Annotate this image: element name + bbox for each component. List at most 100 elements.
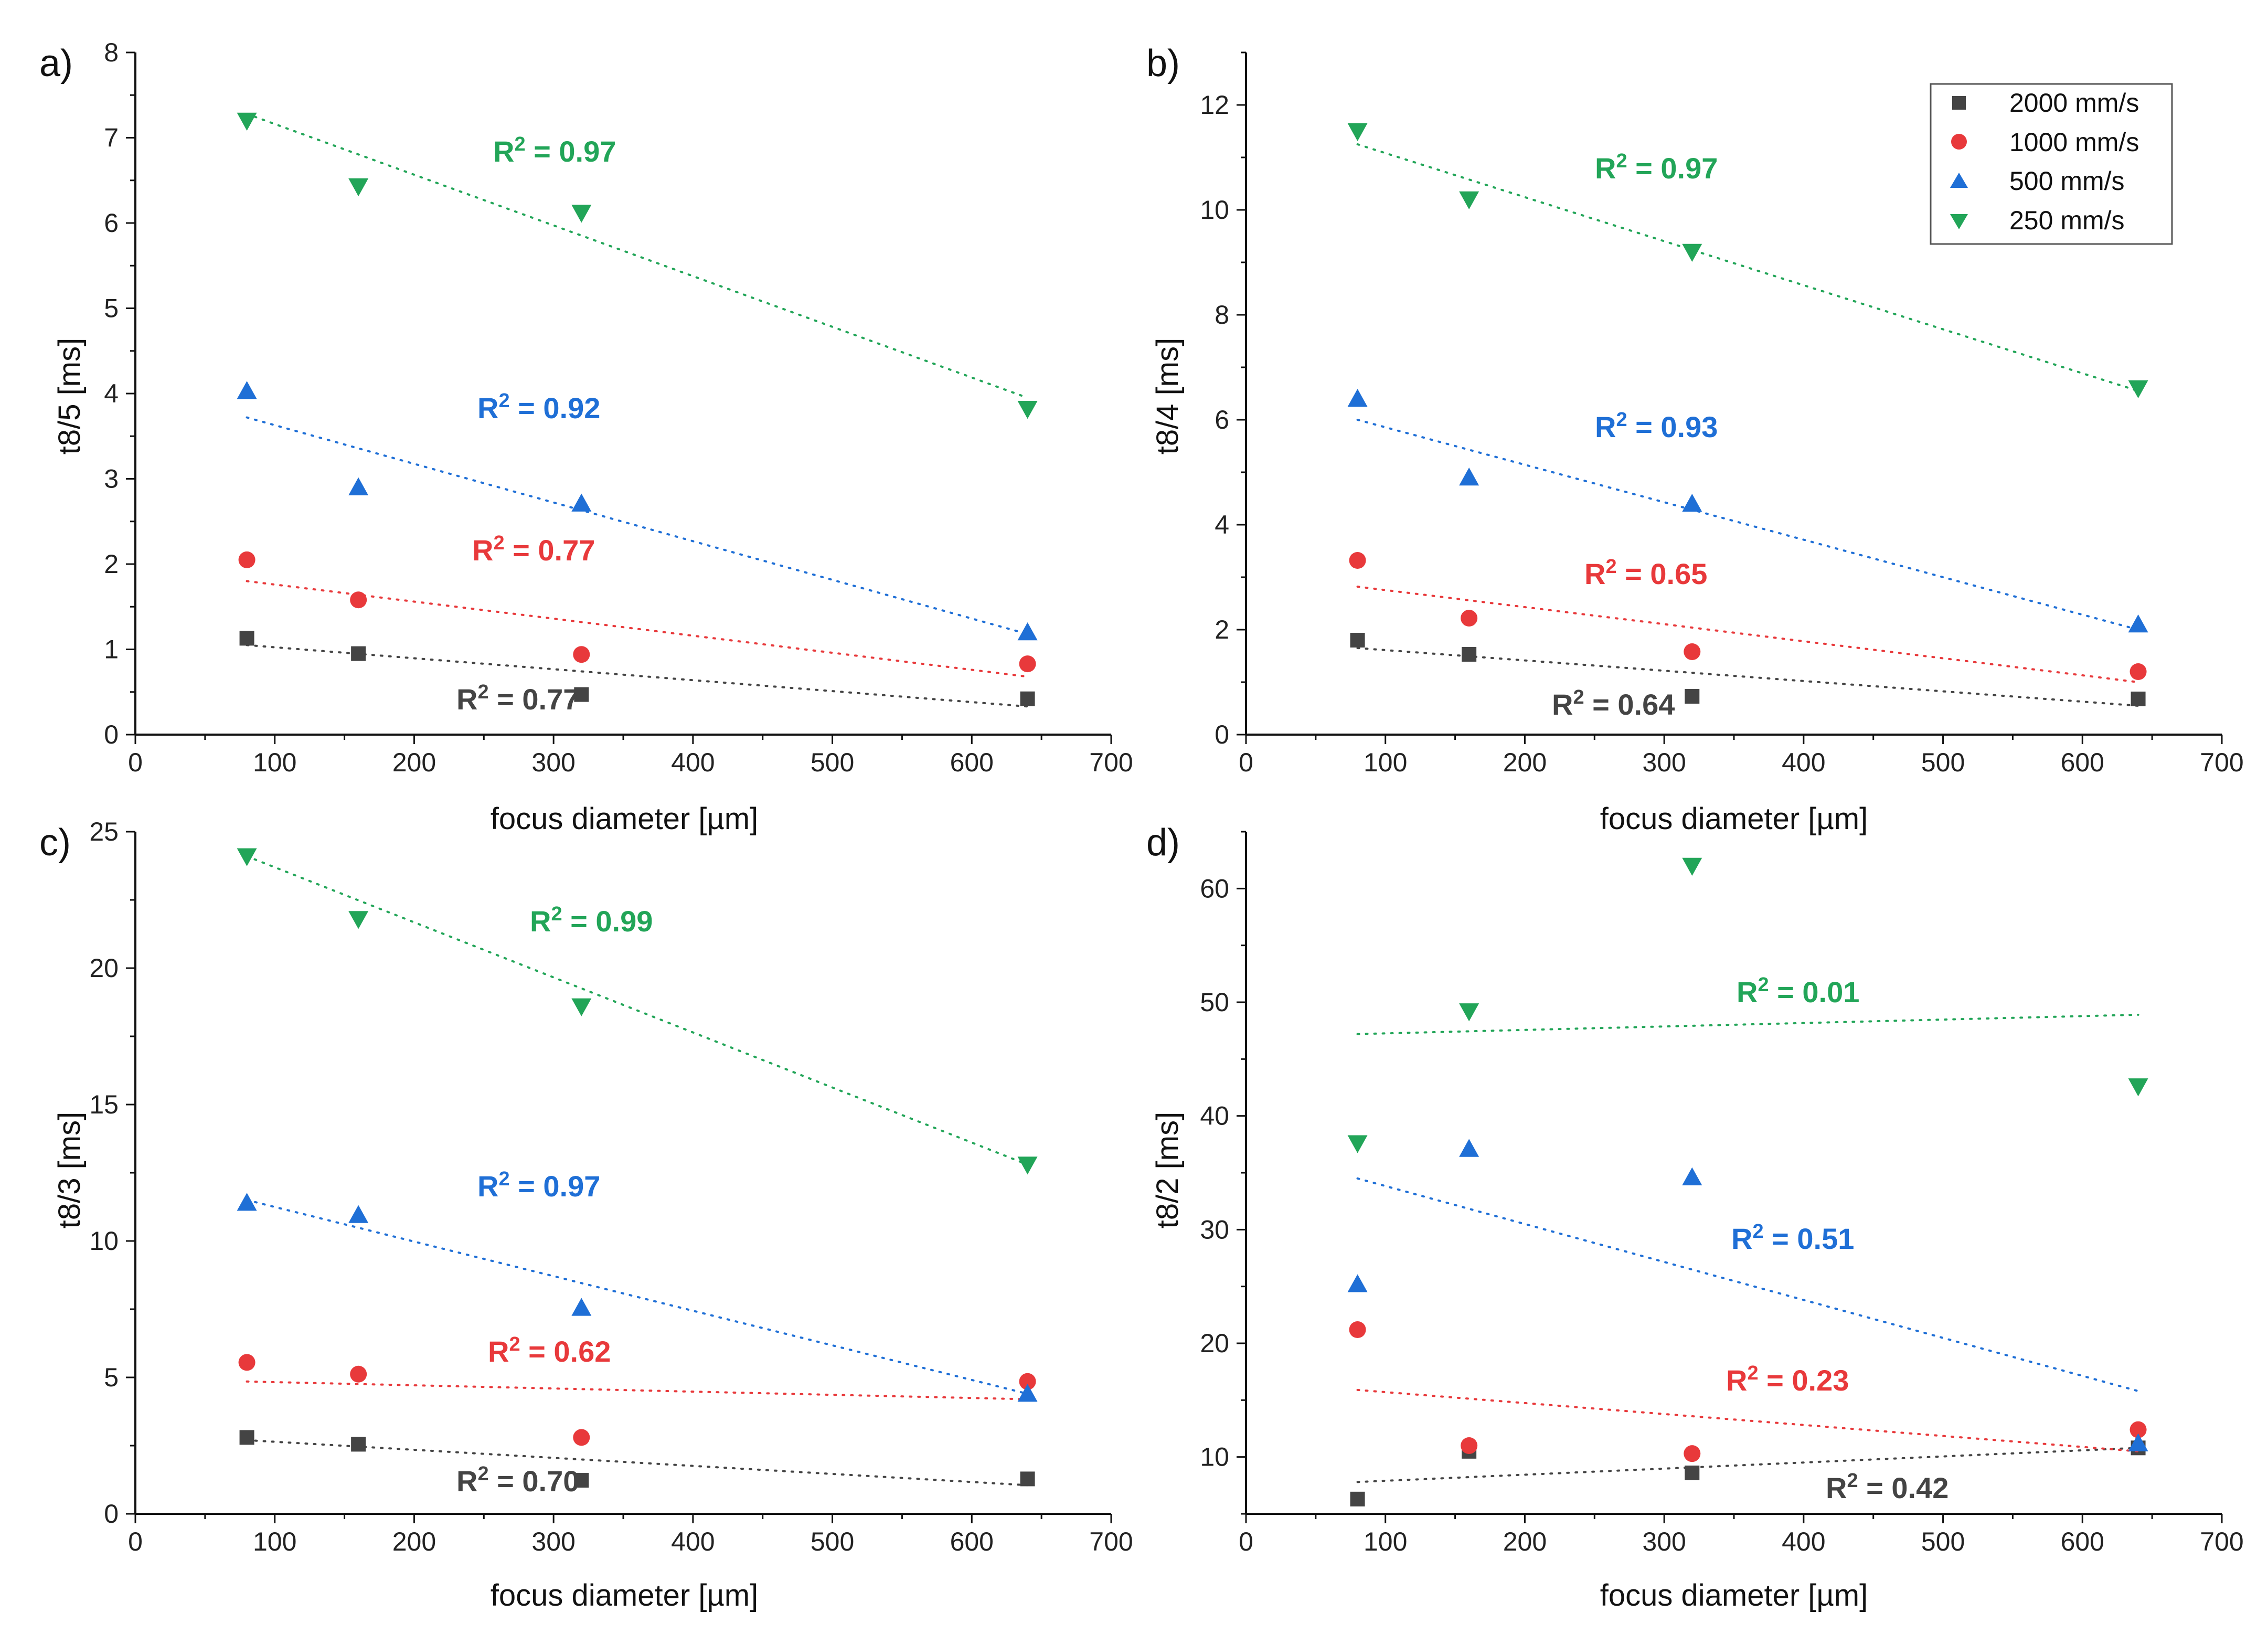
panel-d-x-tick-label: 200 <box>1503 1527 1547 1556</box>
panel-b-point-500 <box>2128 614 2148 633</box>
panel-b-x-tick-label: 0 <box>1239 748 1253 777</box>
panel-b-r2-label-250: R2 = 0.97 <box>1595 150 1718 185</box>
panel-b-y-tick-label: 6 <box>1215 405 1229 434</box>
panel-b-y-tick-label: 12 <box>1200 90 1229 120</box>
panel-a-point-1000 <box>573 646 590 663</box>
panel-a-point-250 <box>348 178 369 197</box>
panel-c-y-tick-label: 10 <box>89 1226 119 1256</box>
panel-d-x-tick-label: 400 <box>1782 1527 1825 1556</box>
panel-b-point-250 <box>1682 243 1702 262</box>
panel-d-y-tick-label: 30 <box>1200 1215 1229 1244</box>
panel-a-x-tick-label: 300 <box>531 748 575 777</box>
panel-d-x-tick-label: 600 <box>2061 1527 2104 1556</box>
panel-a-point-1000 <box>238 551 255 568</box>
panel-c-x-tick-label: 500 <box>811 1527 854 1556</box>
panel-a-point-2000 <box>351 646 366 661</box>
panel-b-point-500 <box>1459 468 1479 486</box>
panel-a-point-1000 <box>1019 655 1036 673</box>
panel-a-x-tick-label: 400 <box>671 748 715 777</box>
panel-a-y-tick-label: 5 <box>104 294 119 323</box>
panel-a-x-tick-label: 200 <box>392 748 436 777</box>
panel-d-point-1000 <box>1461 1437 1478 1454</box>
panel-a-x-tick-label: 500 <box>811 748 854 777</box>
panel-b-r2-label-2000: R2 = 0.64 <box>1552 686 1675 721</box>
panel-d-y-tick-label: 10 <box>1200 1442 1229 1472</box>
panel-a: a) focus diameter [µm] t8/5 [ms] 0 100 200… <box>39 38 1133 836</box>
panel-a-r2-label-250: R2 = 0.97 <box>493 133 616 168</box>
panel-c-point-500 <box>571 1298 592 1316</box>
panel-c-x-tick-label: 0 <box>128 1527 143 1556</box>
legend-label-1000: 1000 mm/s <box>2009 128 2139 157</box>
panel-d-r2-label-2000: R2 = 0.42 <box>1826 1470 1948 1504</box>
panel-c-point-1000 <box>350 1365 367 1383</box>
legend-circle-marker-icon <box>1951 134 1967 150</box>
legend-label-250: 250 mm/s <box>2009 206 2125 235</box>
panel-d-point-250 <box>1459 1003 1479 1022</box>
panel-a-y-tick-label: 2 <box>104 549 119 579</box>
panel-d-r2-label-500: R2 = 0.51 <box>1731 1221 1854 1255</box>
panel-d-point-250 <box>1347 1135 1368 1153</box>
panel-d-point-500 <box>2128 1433 2148 1451</box>
panel-d-point-1000 <box>1349 1321 1366 1338</box>
panel-b-point-1000 <box>2129 663 2147 680</box>
panel-b-y-axis-label: t8/4 [ms] <box>1151 338 1185 454</box>
panel-d-x-tick-label: 500 <box>1921 1527 1965 1556</box>
panel-b-point-250 <box>1459 191 1479 209</box>
panel-a-fit-line-500 <box>246 416 1029 635</box>
panel-d-x-tick-label: 100 <box>1364 1527 1407 1556</box>
panel-c-y-axis-label: t8/3 [ms] <box>52 1112 87 1228</box>
panel-a-y-tick-label: 7 <box>104 123 119 153</box>
legend-item-250: 250 mm/s <box>1950 206 2125 235</box>
panel-d-point-2000 <box>1350 1491 1365 1506</box>
panel-c-r2-label-500: R2 = 0.97 <box>477 1168 600 1203</box>
panel-c-y-tick-label: 5 <box>104 1363 119 1392</box>
panel-b-fit-line-250 <box>1356 143 2139 392</box>
panel-c-point-250 <box>348 911 369 929</box>
panel-c-point-1000 <box>1019 1373 1036 1390</box>
panel-b-y-tick-label: 0 <box>1215 720 1229 749</box>
panel-d-y-tick-label: 40 <box>1200 1101 1229 1131</box>
panel-a-point-2000 <box>239 631 254 646</box>
panel-c-r2-label-250: R2 = 0.99 <box>530 903 653 938</box>
panel-b-x-tick-label: 700 <box>2200 748 2243 777</box>
panel-b-letter: b) <box>1146 43 1180 84</box>
panel-b-y-tick-label: 2 <box>1215 615 1229 644</box>
panel-c-fit-line-250 <box>246 855 1029 1166</box>
panel-c-x-tick-label: 100 <box>253 1527 296 1556</box>
panel-a-y-tick-label: 6 <box>104 208 119 238</box>
legend-label-2000: 2000 mm/s <box>2009 88 2139 118</box>
panel-c-y-tick-label: 20 <box>89 953 119 983</box>
panel-b-x-tick-label: 500 <box>1921 748 1965 777</box>
panel-d-letter: d) <box>1146 822 1180 864</box>
panel-c-point-500 <box>348 1205 369 1223</box>
panel-a-point-250 <box>1017 401 1038 419</box>
panel-a-point-500 <box>571 493 592 512</box>
legend-box <box>1930 83 2173 245</box>
panel-a-x-tick-label: 0 <box>128 748 143 777</box>
panel-b-y-tick-label: 10 <box>1200 195 1229 225</box>
legend-item-1000: 1000 mm/s <box>1951 128 2139 157</box>
panel-d-y-tick-label: 50 <box>1200 988 1229 1017</box>
panel-c-point-250 <box>237 848 257 866</box>
panel-b-r2-label-1000: R2 = 0.65 <box>1584 556 1707 590</box>
panel-d-point-2000 <box>1685 1466 1700 1480</box>
panel-a-point-2000 <box>1020 691 1035 706</box>
panel-c-point-2000 <box>574 1473 589 1488</box>
panel-a-r2-label-2000: R2 = 0.77 <box>456 681 579 716</box>
panel-c-point-250 <box>1017 1156 1038 1175</box>
panel-a-point-500 <box>237 381 257 399</box>
panel-b-r2-label-500: R2 = 0.93 <box>1595 409 1718 443</box>
panel-c-point-1000 <box>573 1429 590 1446</box>
panel-b: b) focus diameter [µm] t8/4 [ms] 0 100 200… <box>1146 43 2244 836</box>
panel-c-point-1000 <box>238 1354 255 1371</box>
panel-b-x-tick-label: 300 <box>1642 748 1686 777</box>
panel-d-y-axis-label: t8/2 [ms] <box>1151 1112 1185 1228</box>
panel-a-r2-label-500: R2 = 0.92 <box>477 390 600 425</box>
panel-b-x-tick-label: 400 <box>1782 748 1825 777</box>
panel-a-point-500 <box>348 477 369 495</box>
panel-c-x-tick-label: 400 <box>671 1527 715 1556</box>
panel-c-point-2000 <box>239 1430 254 1445</box>
panel-c-point-2000 <box>1020 1471 1035 1487</box>
panel-a-fit-line-1000 <box>246 580 1029 678</box>
